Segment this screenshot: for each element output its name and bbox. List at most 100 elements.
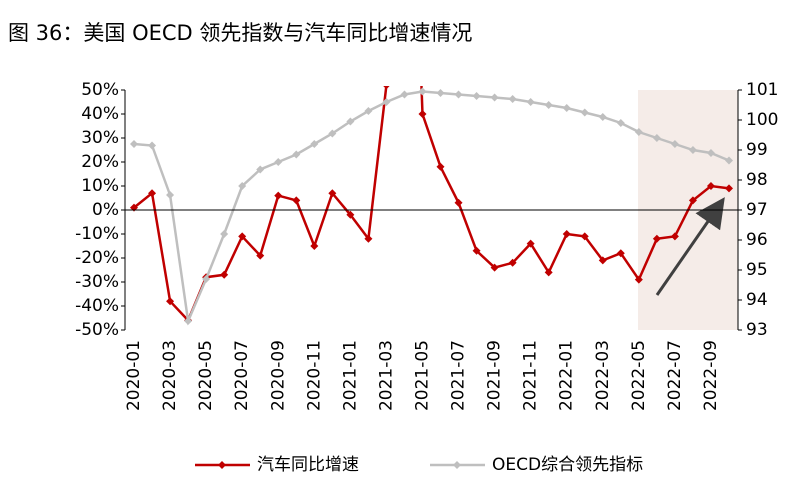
point-marker (598, 256, 607, 265)
point-marker (454, 198, 463, 207)
legend-label: 汽车同比增速 (257, 455, 359, 475)
legend-marker (453, 461, 461, 469)
x-tick-label: 2022-01 (557, 340, 577, 411)
trend-arrow (655, 197, 725, 296)
point-marker (724, 156, 733, 165)
y2-tick-label: 97 (746, 200, 768, 220)
point-marker (274, 158, 283, 166)
x-tick-label: 2021-09 (485, 340, 505, 411)
point-marker (616, 119, 625, 127)
point-marker (562, 104, 571, 112)
point-marker (184, 317, 193, 325)
x-tick-label: 2021-11 (521, 340, 541, 411)
x-tick-label: 2022-03 (593, 340, 613, 411)
point-marker (436, 89, 445, 97)
point-marker (418, 110, 427, 118)
y-tick-label: 20% (81, 152, 119, 172)
point-marker (364, 107, 373, 115)
point-marker (670, 140, 679, 148)
point-marker (166, 297, 175, 306)
x-tick-label: 2021-07 (449, 340, 469, 411)
point-marker (220, 230, 229, 238)
point-marker (328, 189, 337, 198)
point-marker (310, 242, 319, 250)
x-tick-label: 2020-09 (268, 340, 288, 411)
point-marker (580, 108, 589, 117)
point-marker (256, 165, 265, 174)
point-marker (490, 263, 499, 272)
point-marker (652, 234, 661, 243)
x-tick-label: 2020-01 (124, 340, 144, 411)
chart-title: 图 36：美国 OECD 领先指数与汽车同比增速情况 (8, 21, 472, 45)
y2-tick-label: 101 (746, 80, 778, 100)
point-marker (166, 191, 175, 199)
x-tick-label: 2020-07 (232, 340, 252, 411)
point-marker (256, 251, 265, 260)
point-marker (238, 232, 247, 241)
y-tick-label: -40% (75, 296, 119, 316)
point-marker (724, 184, 733, 193)
y-tick-label: -50% (75, 320, 119, 340)
y-tick-label: -20% (75, 248, 119, 268)
y2-tick-label: 98 (746, 170, 768, 190)
point-marker (706, 182, 715, 190)
point-marker (670, 232, 679, 241)
x-tick-label: 2020-05 (196, 340, 216, 411)
y-tick-label: -10% (75, 224, 119, 244)
y2-tick-label: 99 (746, 140, 768, 160)
x-tick-label: 2020-03 (160, 340, 180, 411)
point-marker (526, 239, 535, 248)
x-tick-label: 2021-03 (376, 340, 396, 411)
point-marker (346, 117, 355, 126)
y-tick-label: 50% (81, 80, 119, 100)
point-marker (292, 196, 301, 205)
point-marker (562, 230, 571, 238)
x-tick-label: 2021-05 (412, 340, 432, 411)
point-marker (130, 140, 139, 148)
point-marker (544, 101, 553, 109)
point-marker (148, 189, 157, 198)
point-marker (292, 150, 301, 159)
point-marker (508, 95, 517, 103)
point-marker (652, 134, 661, 142)
point-marker (418, 87, 427, 96)
x-tick-label: 2021-01 (340, 340, 360, 411)
point-marker (274, 191, 283, 200)
point-marker (148, 141, 157, 150)
point-marker (634, 275, 643, 284)
point-marker (472, 246, 481, 255)
point-marker (220, 270, 229, 279)
legend-marker (218, 461, 226, 469)
point-marker (454, 90, 463, 99)
y-tick-label: 10% (81, 176, 119, 196)
point-marker (490, 93, 499, 102)
x-tick-label: 2022-05 (629, 340, 649, 411)
legend-label: OECD综合领先指标 (492, 455, 643, 475)
x-tick-label: 2020-11 (304, 340, 324, 411)
point-marker (346, 210, 355, 219)
y-tick-label: -30% (75, 272, 119, 292)
point-marker (544, 268, 553, 277)
point-marker (580, 232, 589, 241)
point-marker (238, 182, 247, 190)
point-marker (706, 149, 715, 157)
y-tick-label: 0% (92, 200, 119, 220)
point-marker (436, 162, 445, 171)
series-group (130, 86, 733, 326)
point-marker (472, 92, 481, 100)
point-marker (202, 275, 211, 283)
y2-tick-label: 100 (746, 110, 778, 130)
y2-tick-label: 94 (746, 290, 768, 310)
point-marker (328, 129, 337, 138)
y2-tick-label: 93 (746, 320, 768, 340)
plot-area (130, 86, 733, 326)
x-tick-label: 2022-09 (701, 340, 721, 411)
y2-tick-label: 95 (746, 260, 768, 280)
point-marker (508, 258, 517, 267)
series-line (133, 86, 730, 323)
x-tick-label: 2022-07 (665, 340, 685, 411)
point-marker (364, 234, 373, 243)
point-marker (598, 113, 607, 121)
point-marker (383, 86, 390, 90)
